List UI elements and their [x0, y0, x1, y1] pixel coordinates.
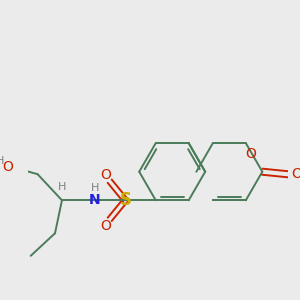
Text: O: O — [246, 147, 256, 160]
Text: O: O — [291, 167, 300, 181]
Text: H: H — [0, 156, 4, 166]
Text: O: O — [100, 168, 111, 182]
Text: H: H — [91, 183, 99, 193]
Text: O: O — [2, 160, 13, 174]
Text: S: S — [119, 191, 131, 209]
Text: N: N — [89, 193, 101, 207]
Text: H: H — [58, 182, 66, 192]
Text: O: O — [100, 219, 111, 233]
